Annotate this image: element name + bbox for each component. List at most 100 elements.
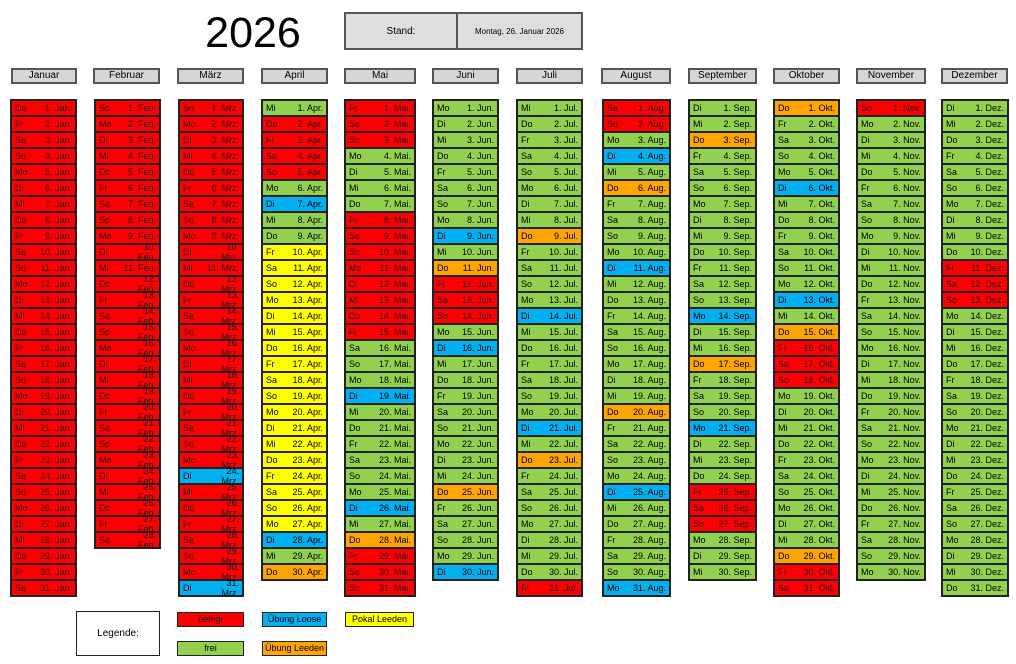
- date-label: 12. Jan.: [39, 279, 72, 289]
- date-label: 8. Apr.: [297, 215, 323, 225]
- date-label: 14. Nov.: [888, 311, 921, 321]
- day-cell: Mo 11. Mai.: [345, 260, 415, 276]
- date-label: 9. Nov.: [893, 231, 921, 241]
- date-label: 19. Sep.: [718, 391, 752, 401]
- day-cell: So 17. Mai.: [345, 356, 415, 372]
- day-cell: Sa 28. Mrz.: [179, 530, 243, 550]
- day-cell: Fr 2. Jan.: [11, 116, 76, 132]
- day-cell: So 27. Dez.: [942, 516, 1008, 532]
- date-label: 9. Jan.: [44, 231, 72, 241]
- day-cell: Fr 5. Jun.: [433, 164, 498, 180]
- month-column-2: So 1. Feb. Mo 2. Feb. Di 3. Feb. Mi 4. Feb. Do 5.…: [94, 99, 161, 550]
- date-label: 20. Apr.: [292, 407, 323, 417]
- weekday-label: Mo: [778, 503, 791, 513]
- day-cell: Sa 27. Jun.: [433, 516, 498, 532]
- date-label: 13. Dez.: [970, 295, 1004, 305]
- date-label: 23. Dez.: [970, 455, 1004, 465]
- day-cell: Mo 26. Okt.: [774, 500, 839, 516]
- day-cell: Fr 13. Nov.: [857, 292, 925, 308]
- day-cell: Sa 12. Dez.: [942, 276, 1008, 292]
- date-label: 26. Mai.: [378, 503, 411, 513]
- day-cell: Mo 13. Jul.: [517, 292, 582, 308]
- date-label: 6. Jun.: [466, 183, 494, 193]
- date-label: 19. Jul.: [548, 391, 578, 401]
- date-label: 29. Jun.: [461, 551, 494, 561]
- day-cell: Mo 23. Nov.: [857, 452, 925, 468]
- date-label: 16. Mai.: [378, 343, 411, 353]
- day-cell: Mo 21. Dez.: [942, 420, 1008, 436]
- date-label: 1. Dez.: [975, 103, 1004, 113]
- date-label: 10. Aug.: [632, 247, 666, 257]
- weekday-label: Do: [693, 359, 705, 369]
- month-column-6: Mo 1. Jun. Di 2. Jun. Mi 3. Jun. Do 4. Jun. Fr 5.…: [432, 99, 499, 581]
- date-label: 7. Jan.: [44, 199, 72, 209]
- date-label: 13. Sep.: [718, 295, 752, 305]
- date-label: 26. Apr.: [292, 503, 323, 513]
- weekday-label: Mo: [437, 103, 450, 113]
- day-cell: Sa 26. Sep.: [689, 500, 756, 516]
- weekday-label: Sa: [778, 583, 790, 593]
- weekday-label: Di: [437, 231, 446, 241]
- date-label: 21. Jul.: [548, 423, 578, 433]
- day-cell: Mi 14. Okt.: [774, 308, 839, 324]
- date-label: 26. Feb.: [137, 498, 156, 518]
- day-cell: Sa 21. Nov.: [857, 420, 925, 436]
- date-label: 29. Jan.: [39, 551, 72, 561]
- month-column-4: Mi 1. Apr. Do 2. Apr. Fr 3. Apr. Sa 4. Apr. So 5.…: [261, 99, 328, 581]
- weekday-label: Di: [607, 375, 616, 385]
- day-cell: Mo 27. Jul.: [517, 516, 582, 532]
- day-cell: Sa 14. Nov.: [857, 308, 925, 324]
- date-label: 27. Sep.: [718, 519, 752, 529]
- day-cell: So 19. Jul.: [517, 388, 582, 404]
- weekday-label: Sa: [99, 423, 111, 433]
- date-label: 26. Jul.: [548, 503, 578, 513]
- weekday-label: Mi: [349, 407, 359, 417]
- day-cell: Sa 19. Dez.: [942, 388, 1008, 404]
- date-label: 30. Jan.: [39, 567, 72, 577]
- weekday-label: Fr: [778, 455, 787, 465]
- weekday-label: Mi: [607, 503, 617, 513]
- date-label: 26. Jan.: [39, 503, 72, 513]
- date-label: 8. Okt.: [808, 215, 835, 225]
- date-label: 20. Sep.: [718, 407, 752, 417]
- weekday-label: Mo: [521, 183, 534, 193]
- month-column-11: So 1. Nov. Mo 2. Nov. Di 3. Nov. Mi 4. Nov. Do 5.…: [856, 99, 926, 581]
- weekday-label: Fr: [778, 567, 787, 577]
- date-label: 24. Dez.: [970, 471, 1004, 481]
- weekday-label: Fr: [521, 247, 530, 257]
- date-label: 9. Aug.: [637, 231, 666, 241]
- weekday-label: Do: [99, 279, 111, 289]
- date-label: 21. Aug.: [632, 423, 666, 433]
- date-label: 24. Okt.: [803, 471, 835, 481]
- day-cell: Mo 6. Jul.: [517, 180, 582, 196]
- weekday-label: Do: [266, 455, 278, 465]
- day-cell: Mi 25. Mrz.: [179, 482, 243, 502]
- date-label: 4. Dez.: [975, 151, 1004, 161]
- date-label: 23. Sep.: [718, 455, 752, 465]
- weekday-label: So: [607, 567, 619, 577]
- date-label: 3. Feb.: [127, 135, 156, 145]
- weekday-label: Mo: [861, 119, 874, 129]
- weekday-label: So: [349, 135, 361, 145]
- date-label: 5. Jan.: [44, 167, 72, 177]
- weekday-label: So: [521, 167, 533, 177]
- weekday-label: Sa: [15, 583, 27, 593]
- weekday-label: Sa: [15, 471, 27, 481]
- day-cell: Mi 25. Nov.: [857, 484, 925, 500]
- day-cell: Mi 30. Dez.: [942, 564, 1008, 580]
- date-label: 19. Nov.: [888, 391, 921, 401]
- day-cell: Mi 2. Dez.: [942, 116, 1008, 132]
- date-label: 16. Jun.: [461, 343, 494, 353]
- day-cell: Fr 30. Okt.: [774, 564, 839, 580]
- weekday-label: Mi: [437, 471, 447, 481]
- weekday-label: Do: [946, 583, 958, 593]
- weekday-label: So: [266, 167, 278, 177]
- weekday-label: Mi: [266, 103, 276, 113]
- weekday-label: Sa: [437, 519, 449, 529]
- day-cell: So 1. Nov.: [857, 100, 925, 116]
- day-cell: Do 21. Mai.: [345, 420, 415, 436]
- date-label: 10. Feb.: [137, 242, 156, 262]
- date-label: 11. Apr.: [293, 263, 323, 273]
- weekday-label: Mi: [99, 263, 109, 273]
- weekday-label: Do: [861, 503, 873, 513]
